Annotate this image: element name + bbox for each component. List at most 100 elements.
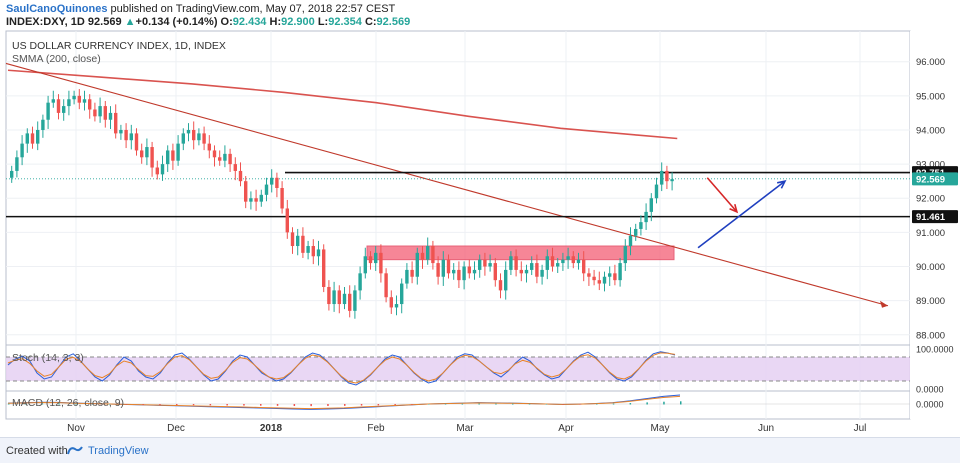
macd-histogram-bar [512,403,514,405]
publish-line: SaulCanoQuinones published on TradingVie… [6,3,395,15]
macd-histogram-bar [260,404,262,406]
macd-histogram-bar [478,403,480,405]
candle-body [342,293,347,305]
change-arrow-icon: ▲ [124,16,136,28]
macd-histogram-bar [663,401,665,405]
candle-body [654,184,659,199]
chart-canvas[interactable]: 88.000 89.000 90.000 91.000 92.000 93.000 94.0… [0,0,960,437]
candle-body [410,269,414,277]
candle-body [446,259,451,274]
stoch-k-line [7,351,676,386]
candle-body [519,269,523,274]
macd-lines [6,394,910,410]
candle-body [467,266,471,274]
candle-body [77,95,81,103]
candle-body [145,147,149,158]
candle-body [160,164,165,175]
projection-arrows [697,177,787,249]
stoch-d-line [7,352,676,384]
footer-bar: Created with TradingView [0,437,960,463]
macd-histogram-bar [75,403,77,405]
candle-body [384,273,388,298]
candle-body [103,106,107,120]
price-label-text: 91.461 [916,212,946,223]
candle-body [420,252,425,260]
candle-body [218,157,222,161]
candle-body [264,184,269,195]
trendline-path [5,62,889,307]
candle-body [618,263,622,281]
candle-body [602,276,607,284]
candle-body [290,232,295,247]
candle-body [348,293,352,311]
macd-histogram-bar [528,403,531,405]
time-tick-label: May [651,423,670,434]
macd-histogram-bar [8,403,10,405]
candle-body [322,249,326,287]
candle-body [155,167,159,175]
candle-body [660,170,664,185]
macd-histogram-bar [192,404,195,406]
price-tick-label: 91.000 [916,228,945,239]
time-axis[interactable]: Nov Dec 2018 Feb Mar Apr May Jun Jul [67,423,866,434]
price-axis[interactable]: 88.000 89.000 90.000 91.000 92.000 93.000 94.0… [910,31,960,419]
candle-body [67,99,71,107]
candle-body [280,188,284,209]
candle-body [20,143,24,158]
tradingview-logo-icon [67,446,83,455]
candle-body [62,106,66,113]
candle-body [46,102,50,120]
macd-histogram-bar [495,403,497,405]
blue-arrow-line [697,180,786,249]
candle-body [316,249,321,257]
macd-histogram-bar [159,404,161,405]
macd-histogram-bar [327,404,329,406]
candle-body [394,304,399,308]
time-tick-label: Mar [456,423,474,434]
macd-histogram-bar [176,404,178,406]
time-tick-label: Feb [367,423,385,434]
candle-body [259,194,263,202]
candle-body [56,99,61,113]
candle-body [457,269,461,281]
trendline-arrowhead [880,300,888,308]
candle-body [426,246,430,260]
last-price: 92.569 [87,16,122,28]
candle-body [545,256,549,270]
resistance-zone [366,245,675,261]
candle-body [441,259,445,277]
candle-body [368,256,373,264]
stoch-band [6,356,910,382]
price-label-badge [912,172,958,186]
candle-body [212,150,217,158]
price-tick-label: 89.000 [916,296,945,307]
macd-histogram-bar [92,403,94,405]
candle-body [275,177,279,188]
candle-body [134,133,139,151]
macd-histogram-bar [58,403,60,405]
candle-body [114,112,118,134]
candle-body [644,211,648,223]
candle-body [623,246,627,264]
chart-header: SaulCanoQuinones published on TradingVie… [0,0,960,30]
resistance-zone-rect [366,245,675,261]
candle-body [478,259,482,270]
candle-body [332,290,336,305]
candle-body [10,170,14,178]
candle-body [207,143,211,151]
candle-body [15,157,19,171]
candle-body [374,252,378,264]
price-tick-label: 94.000 [916,125,945,136]
price-label-text: 92.569 [916,174,945,185]
tradingview-link[interactable]: TradingView [88,445,149,457]
candle-body [493,263,497,281]
time-tick-label: Dec [167,423,185,434]
candle-body [488,263,492,267]
smma-line [7,69,678,140]
price-tick-label: 90.000 [916,262,945,273]
candle-body [98,106,102,117]
author-link[interactable]: SaulCanoQuinones [6,3,108,15]
candle-body [436,263,440,277]
candle-body [41,119,45,130]
macd-histogram-bar [276,404,279,406]
